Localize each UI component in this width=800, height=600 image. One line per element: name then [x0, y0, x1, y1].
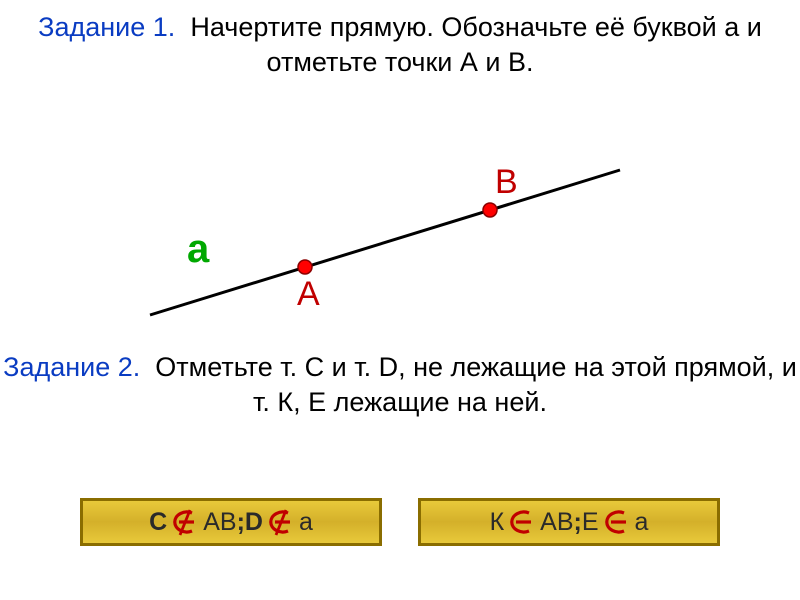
task1-heading: Задание 1. Начертите прямую. Обозначьте … [0, 10, 800, 80]
task2-label: Задание 2. [3, 352, 140, 382]
label-line-a: a [187, 227, 209, 272]
element-icon [507, 507, 537, 537]
sym-D: D [245, 508, 263, 537]
task2-text: Отметьте т. С и т. D, не лежащие на этой… [155, 352, 797, 417]
sym-a2: a [635, 508, 649, 537]
line-diagram: a А В [0, 135, 800, 335]
sym-AB2: АВ [540, 508, 573, 537]
point-B [483, 203, 497, 217]
diagram-svg [0, 135, 800, 335]
membership-boxes: С АВ ; D a К АВ ; Е a [0, 498, 800, 546]
sym-AB1: АВ [203, 508, 236, 537]
label-point-A: А [297, 275, 320, 314]
line-a [150, 170, 620, 315]
label-point-B: В [495, 163, 518, 202]
not-element-icon [170, 507, 200, 537]
box-on-line: К АВ ; Е a [418, 498, 720, 546]
sym-C: С [149, 508, 167, 537]
element-icon [602, 507, 632, 537]
box-not-on-line: С АВ ; D a [80, 498, 382, 546]
task1-text: Начертите прямую. Обозначьте её буквой a… [190, 12, 761, 77]
task1-label: Задание 1. [38, 12, 175, 42]
task2-heading: Задание 2. Отметьте т. С и т. D, не лежа… [0, 350, 800, 420]
not-element-icon [266, 507, 296, 537]
sym-semi1: ; [237, 508, 245, 537]
sym-K: К [490, 508, 505, 537]
sym-semi2: ; [574, 508, 582, 537]
point-A [298, 260, 312, 274]
sym-E: Е [582, 508, 599, 537]
sym-a1: a [299, 508, 313, 537]
